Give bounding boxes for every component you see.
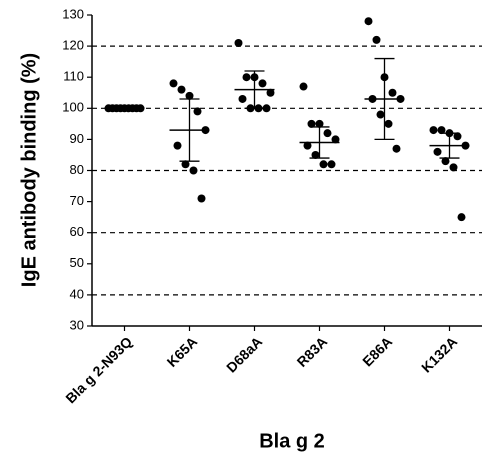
data-point	[319, 160, 328, 169]
y-tick-label: 90	[70, 131, 84, 146]
y-tick-label: 50	[70, 255, 84, 270]
data-point	[311, 150, 320, 159]
y-tick-label: 70	[70, 193, 84, 208]
y-tick-label: 40	[70, 286, 84, 301]
data-point	[169, 79, 178, 88]
data-point	[238, 94, 247, 103]
y-axis-title: IgE antibody binding (%)	[18, 53, 40, 287]
data-point	[177, 85, 186, 94]
data-point	[449, 163, 458, 172]
x-tick-label: D68aA	[223, 333, 265, 375]
data-point	[173, 141, 182, 150]
data-point	[388, 88, 397, 97]
y-tick-label: 30	[70, 317, 84, 332]
data-point	[197, 194, 206, 203]
data-point	[384, 119, 393, 128]
data-point	[376, 110, 385, 119]
x-tick-label: Bla g 2-N93Q	[62, 333, 135, 406]
y-tick-label: 130	[62, 6, 84, 21]
data-point	[323, 129, 332, 138]
x-tick-label: K65A	[164, 333, 201, 370]
data-point	[303, 141, 312, 150]
y-tick-label: 80	[70, 162, 84, 177]
data-point	[327, 160, 336, 169]
data-point	[453, 132, 462, 141]
y-tick-label: 60	[70, 224, 84, 239]
y-tick-label: 100	[62, 100, 84, 115]
data-point	[181, 160, 190, 169]
y-tick-label: 110	[63, 69, 84, 84]
data-point	[307, 119, 316, 128]
data-point	[331, 135, 340, 144]
data-point	[185, 91, 194, 100]
x-tick-label: K132A	[418, 333, 460, 375]
data-point	[429, 126, 438, 135]
x-tick-label: E86A	[359, 333, 395, 369]
data-point	[457, 213, 466, 222]
data-point	[266, 88, 275, 97]
data-point	[234, 38, 243, 47]
data-point	[372, 35, 381, 44]
data-point	[262, 104, 271, 113]
data-point	[189, 166, 198, 175]
x-tick-label: R83A	[294, 333, 331, 370]
data-point	[437, 126, 446, 135]
data-point	[193, 107, 202, 116]
error-bar	[439, 132, 460, 159]
data-point	[441, 157, 450, 166]
error-bar	[309, 126, 330, 159]
data-point	[258, 79, 267, 88]
data-point	[315, 119, 324, 128]
data-point	[433, 147, 442, 156]
data-point	[392, 144, 401, 153]
error-bar	[179, 98, 200, 162]
data-point	[299, 82, 308, 91]
data-point	[242, 73, 251, 82]
data-point	[364, 17, 373, 26]
error-bar	[244, 70, 265, 109]
y-tick-label: 120	[62, 38, 84, 53]
x-axis-title: Bla g 2	[259, 430, 325, 452]
error-bar	[374, 57, 395, 141]
